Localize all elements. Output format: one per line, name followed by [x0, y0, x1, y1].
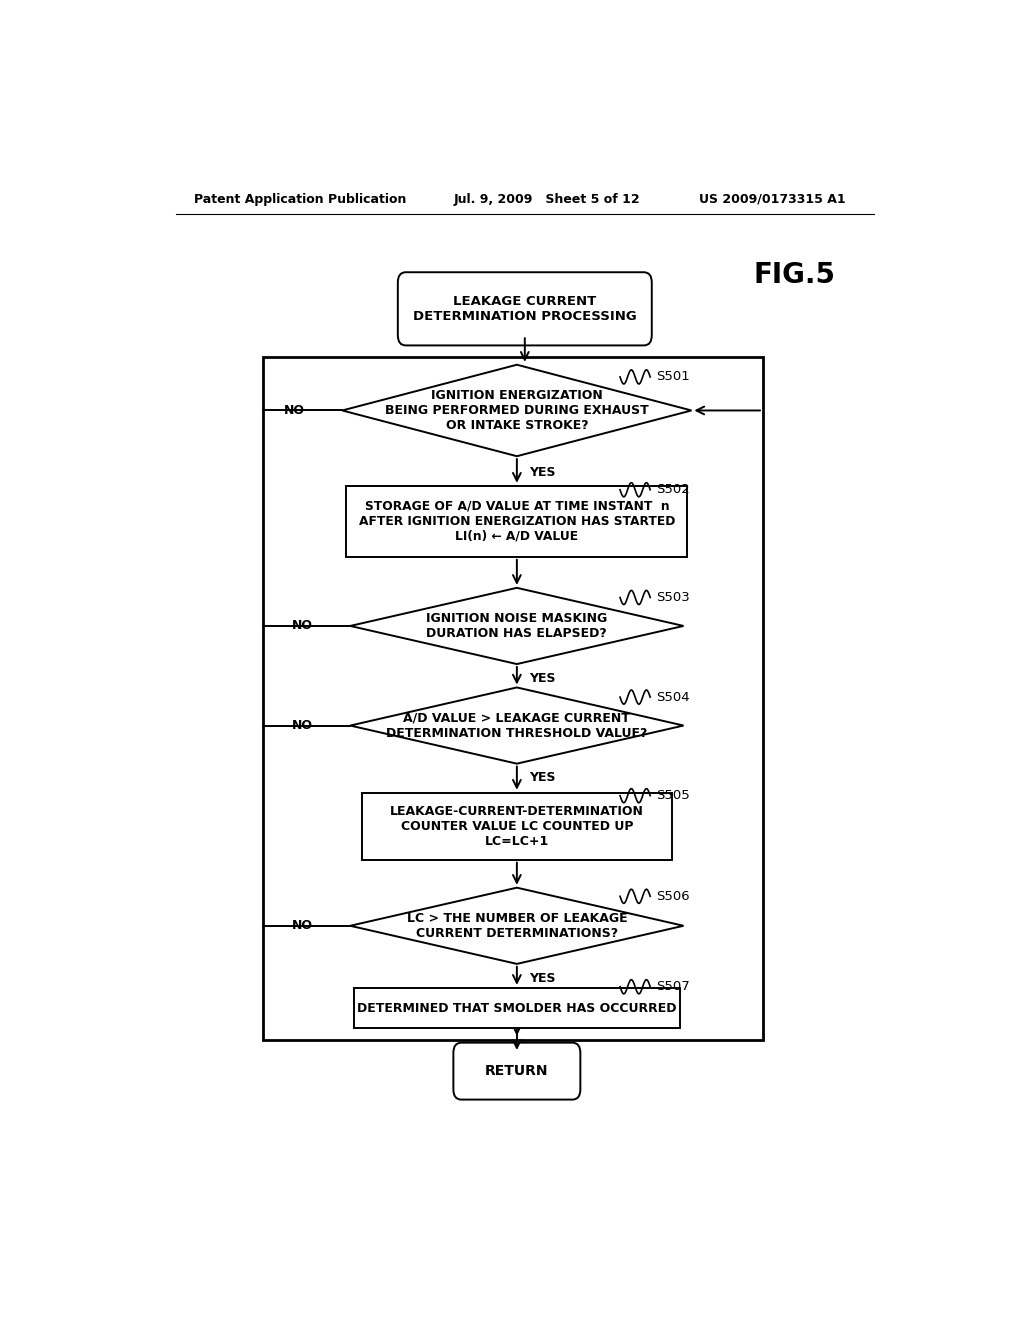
Text: NO: NO: [292, 919, 313, 932]
Text: YES: YES: [528, 972, 555, 985]
Text: STORAGE OF A/D VALUE AT TIME INSTANT  n
AFTER IGNITION ENERGIZATION HAS STARTED
: STORAGE OF A/D VALUE AT TIME INSTANT n A…: [358, 500, 675, 543]
Text: S502: S502: [656, 483, 690, 496]
FancyBboxPatch shape: [454, 1043, 581, 1100]
Bar: [362, 792, 672, 859]
Text: S505: S505: [656, 789, 690, 803]
Text: RETURN: RETURN: [485, 1064, 549, 1078]
Text: LEAKAGE CURRENT
DETERMINATION PROCESSING: LEAKAGE CURRENT DETERMINATION PROCESSING: [413, 294, 637, 323]
Text: Jul. 9, 2009   Sheet 5 of 12: Jul. 9, 2009 Sheet 5 of 12: [454, 193, 640, 206]
Text: FIG.5: FIG.5: [754, 261, 836, 289]
Text: NO: NO: [284, 404, 305, 417]
Polygon shape: [350, 587, 684, 664]
Text: DETERMINED THAT SMOLDER HAS OCCURRED: DETERMINED THAT SMOLDER HAS OCCURRED: [357, 1002, 677, 1015]
Text: S507: S507: [656, 981, 690, 993]
Text: YES: YES: [528, 466, 555, 479]
Text: YES: YES: [528, 771, 555, 784]
Bar: [354, 987, 680, 1028]
Text: NO: NO: [292, 619, 313, 632]
Text: NO: NO: [292, 719, 313, 733]
Text: US 2009/0173315 A1: US 2009/0173315 A1: [699, 193, 846, 206]
Polygon shape: [350, 688, 684, 764]
Text: A/D VALUE > LEAKAGE CURRENT
DETERMINATION THRESHOLD VALUE?: A/D VALUE > LEAKAGE CURRENT DETERMINATIO…: [386, 711, 647, 739]
Text: S503: S503: [656, 591, 690, 605]
Polygon shape: [350, 887, 684, 964]
Text: LC > THE NUMBER OF LEAKAGE
CURRENT DETERMINATIONS?: LC > THE NUMBER OF LEAKAGE CURRENT DETER…: [407, 912, 627, 940]
Text: IGNITION NOISE MASKING
DURATION HAS ELAPSED?: IGNITION NOISE MASKING DURATION HAS ELAP…: [426, 612, 607, 640]
Bar: [263, 356, 763, 1040]
Bar: [346, 486, 687, 557]
Text: IGNITION ENERGIZATION
BEING PERFORMED DURING EXHAUST
OR INTAKE STROKE?: IGNITION ENERGIZATION BEING PERFORMED DU…: [385, 389, 649, 432]
Polygon shape: [342, 364, 691, 457]
Text: LEAKAGE-CURRENT-DETERMINATION
COUNTER VALUE LC COUNTED UP
LC=LC+1: LEAKAGE-CURRENT-DETERMINATION COUNTER VA…: [390, 805, 644, 847]
FancyBboxPatch shape: [397, 272, 651, 346]
Text: S501: S501: [656, 371, 690, 383]
Text: S504: S504: [656, 690, 690, 704]
Text: YES: YES: [528, 672, 555, 685]
Text: Patent Application Publication: Patent Application Publication: [194, 193, 407, 206]
Text: S506: S506: [656, 890, 690, 903]
